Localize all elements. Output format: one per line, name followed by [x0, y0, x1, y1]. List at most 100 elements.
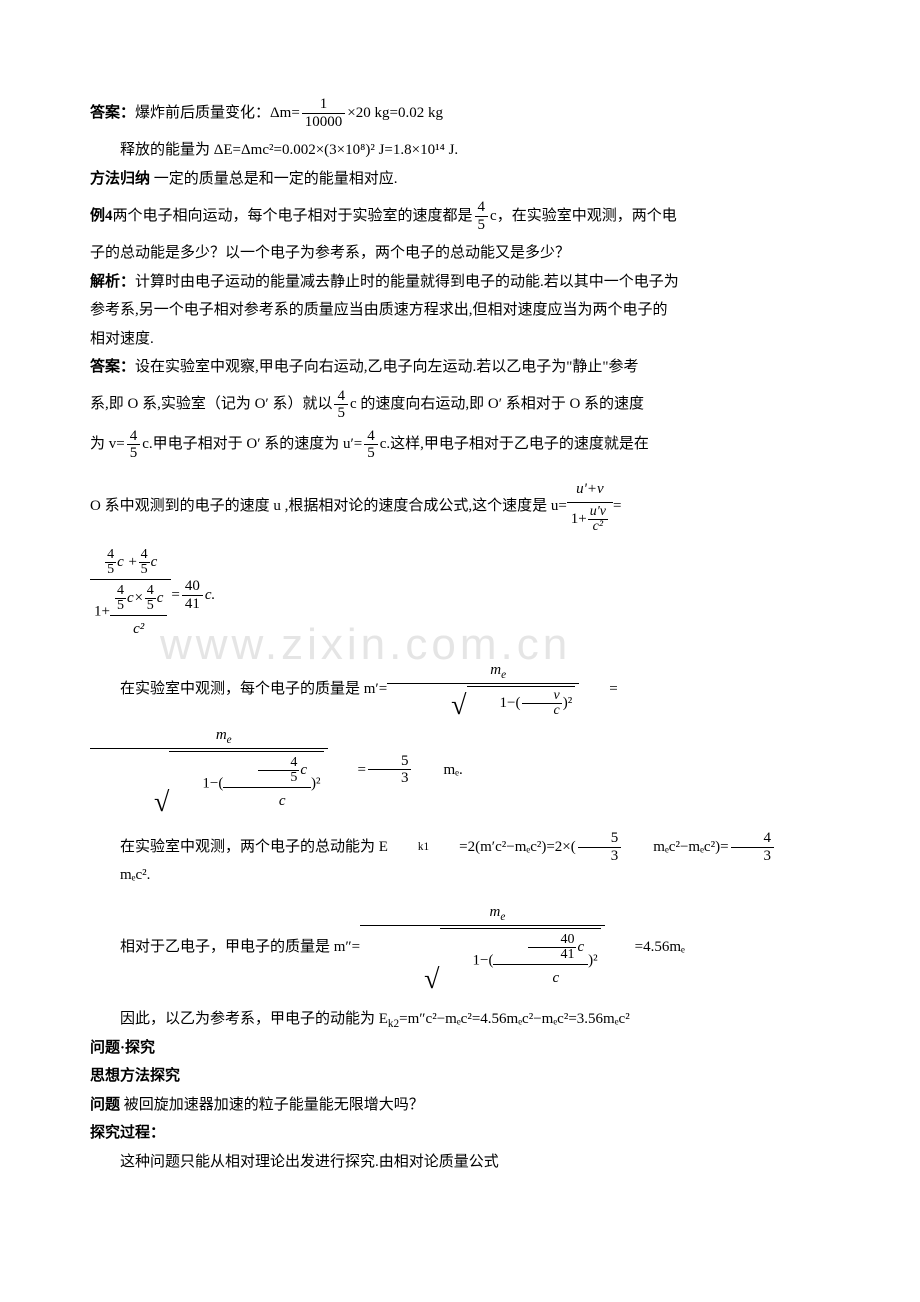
fraction: 4 5 — [334, 388, 348, 422]
den: 10000 — [302, 114, 346, 131]
t: 1−( — [202, 776, 223, 792]
text: 因此，以乙为参考系，甲电子的动能为 E — [120, 1011, 388, 1027]
den: 3 — [578, 848, 622, 865]
fraction: u'v c² — [588, 505, 608, 534]
t: )² — [311, 776, 321, 792]
text: 1+ — [571, 511, 587, 527]
num: 5 — [368, 753, 412, 771]
f: 4041 — [528, 933, 576, 962]
den: √1−(4041cc)² — [360, 926, 605, 995]
text: 设在实验室中观察,甲电子向右运动,乙电子向左运动.若以乙电子为"静止"参考 — [135, 359, 639, 375]
id: c — [493, 965, 588, 992]
text: 相对于乙电子，甲电子的质量是 m″= — [90, 936, 360, 959]
sqrt: √1−(vc)² — [421, 686, 575, 718]
n: 4 — [145, 584, 156, 599]
t: c — [300, 762, 307, 778]
text: c× — [127, 590, 144, 606]
num: 4 — [731, 830, 775, 848]
num: 4 — [334, 388, 348, 406]
fraction: 4 5 — [127, 428, 141, 462]
num: 4 — [364, 428, 378, 446]
question-line: 问题 被回旋加速器加速的粒子能量能无限增大吗？ — [90, 1091, 830, 1120]
sqrt-body: 1−(45cc)² — [169, 751, 323, 815]
fraction-4-5: 4 5 — [475, 199, 489, 233]
ek2-line: 因此，以乙为参考系，甲电子的动能为 Ek2=m″c²−mₑc²=4.56mₑc²… — [90, 1005, 830, 1034]
text: 一定的质量总是和一定的能量相对应. — [150, 171, 398, 187]
ek1-line: 在实验室中观测，两个电子的总动能为 Ek1 =2(m′c²−mₑc²)=2×( … — [90, 830, 830, 887]
u-formula: u'+v 1+ u'v c² — [567, 476, 613, 537]
label-example: 例4 — [90, 205, 113, 228]
if: 45cc — [223, 754, 311, 815]
n: 4 — [105, 548, 116, 563]
sqrt-body: 1−(4041cc)² — [440, 928, 601, 992]
frac: 45 — [105, 548, 116, 577]
d: 5 — [258, 771, 299, 785]
num: 40 — [182, 578, 203, 596]
analysis-line3: 相对速度. — [90, 325, 830, 354]
mprime-frac2: me √1−(45cc)² — [90, 722, 328, 819]
fraction-5-3b: 5 3 — [578, 830, 622, 864]
sqrt: √1−(4041cc)² — [394, 928, 601, 992]
t: c — [577, 939, 584, 955]
label-answer2: 答案： — [90, 359, 135, 375]
text: mₑc². — [90, 864, 150, 887]
text: mₑc²−mₑc²)= — [623, 836, 728, 859]
t: 1−( — [500, 695, 521, 711]
sqrt: √1−(45cc)² — [124, 751, 324, 815]
d: 5 — [105, 563, 116, 577]
den: 1+ 45c×45c c² — [90, 580, 171, 645]
text: 为 v= — [90, 433, 125, 456]
d: 5 — [139, 563, 150, 577]
label-question: 问题 — [90, 1097, 120, 1113]
in: 4041c — [493, 931, 588, 965]
id: c — [223, 788, 311, 815]
sqrt-sym: √ — [421, 692, 466, 720]
heading-wenti: 问题·探究 — [90, 1034, 830, 1063]
text: c. — [205, 584, 215, 607]
d: c — [522, 704, 562, 718]
text: 被回旋加速器加速的粒子能量能无限增大吗？ — [120, 1097, 424, 1113]
num: me — [387, 657, 579, 685]
if: 4041cc — [493, 931, 588, 992]
example4-line2: 子的总动能是多少？以一个电子为参考系，两个电子的总动能又是多少？ — [90, 239, 830, 268]
fraction-40-41: 40 41 — [182, 578, 203, 612]
text: mₑ. — [413, 759, 462, 782]
n: 4 — [139, 548, 150, 563]
n: 4 — [258, 756, 299, 771]
text: ×20 kg=0.02 kg — [347, 102, 443, 125]
text: 爆炸前后质量变化：Δm= — [135, 102, 300, 125]
text: 计算时由电子运动的能量减去静止时的能量就得到电子的动能.若以其中一个电子为 — [135, 274, 679, 290]
text: c.这样,甲电子相对于乙电子的速度就是在 — [380, 433, 649, 456]
eq: = — [171, 584, 179, 607]
text: =2(m′c²−mₑc²)=2×( — [429, 836, 576, 859]
text: c — [157, 590, 164, 606]
mpp-line: 相对于乙电子，甲电子的质量是 m″= me √1−(4041cc)² =4.56… — [90, 899, 830, 996]
iden: c² — [110, 616, 167, 643]
d: 5 — [115, 599, 126, 613]
mprime-frac1: me √1−(vc)² — [387, 657, 579, 722]
den: c² — [588, 520, 608, 534]
text: =m″c²−mₑc²=4.56mₑc²−mₑc²=3.56mₑc² — [399, 1011, 630, 1027]
label-method: 方法归纳 — [90, 171, 150, 187]
num: 4 — [127, 428, 141, 446]
num: u'v — [588, 505, 608, 520]
den: 5 — [127, 445, 141, 462]
den: √1−(45cc)² — [90, 749, 328, 818]
fraction-1: 1 10000 — [302, 96, 346, 130]
answer2-line1: 答案：设在实验室中观察,甲电子向右运动,乙电子向左运动.若以乙电子为"静止"参考 — [90, 353, 830, 382]
den: √1−(vc)² — [387, 684, 579, 722]
energy-line: 释放的能量为 ΔE=Δmc²=0.002×(3×10⁸)² J=1.8×10¹⁴… — [90, 136, 830, 165]
text: c.甲电子相对于 O′ 系的速度为 u′= — [142, 433, 362, 456]
n: v — [522, 689, 562, 704]
d: 5 — [145, 599, 156, 613]
sqrt-body: 1−(vc)² — [467, 686, 576, 718]
num: 1 — [302, 96, 346, 114]
analysis-line2: 参考系,另一个电子相对参考系的质量应当由质速方程求出,但相对速度应当为两个电子的 — [90, 296, 830, 325]
den: 5 — [475, 217, 489, 234]
label-answer: 答案： — [90, 102, 135, 125]
fraction-5-3: 5 3 — [368, 753, 412, 787]
num: u'+v — [567, 476, 613, 504]
den: 3 — [731, 848, 775, 865]
heading-sixiang: 思想方法探究 — [90, 1062, 830, 1091]
fraction: 4 5 — [364, 428, 378, 462]
